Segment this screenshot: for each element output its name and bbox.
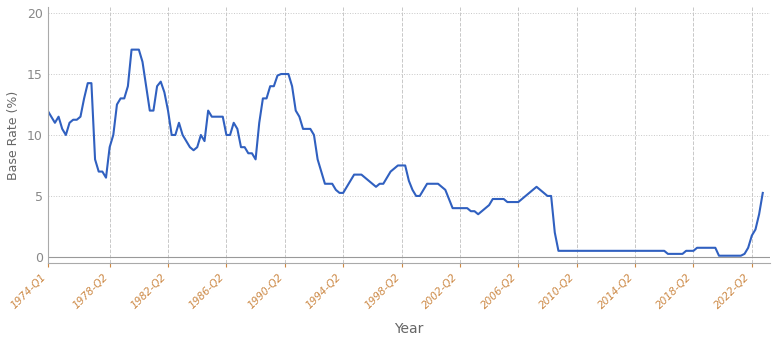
Y-axis label: Base Rate (%): Base Rate (%)	[7, 90, 20, 180]
X-axis label: Year: Year	[394, 322, 423, 336]
